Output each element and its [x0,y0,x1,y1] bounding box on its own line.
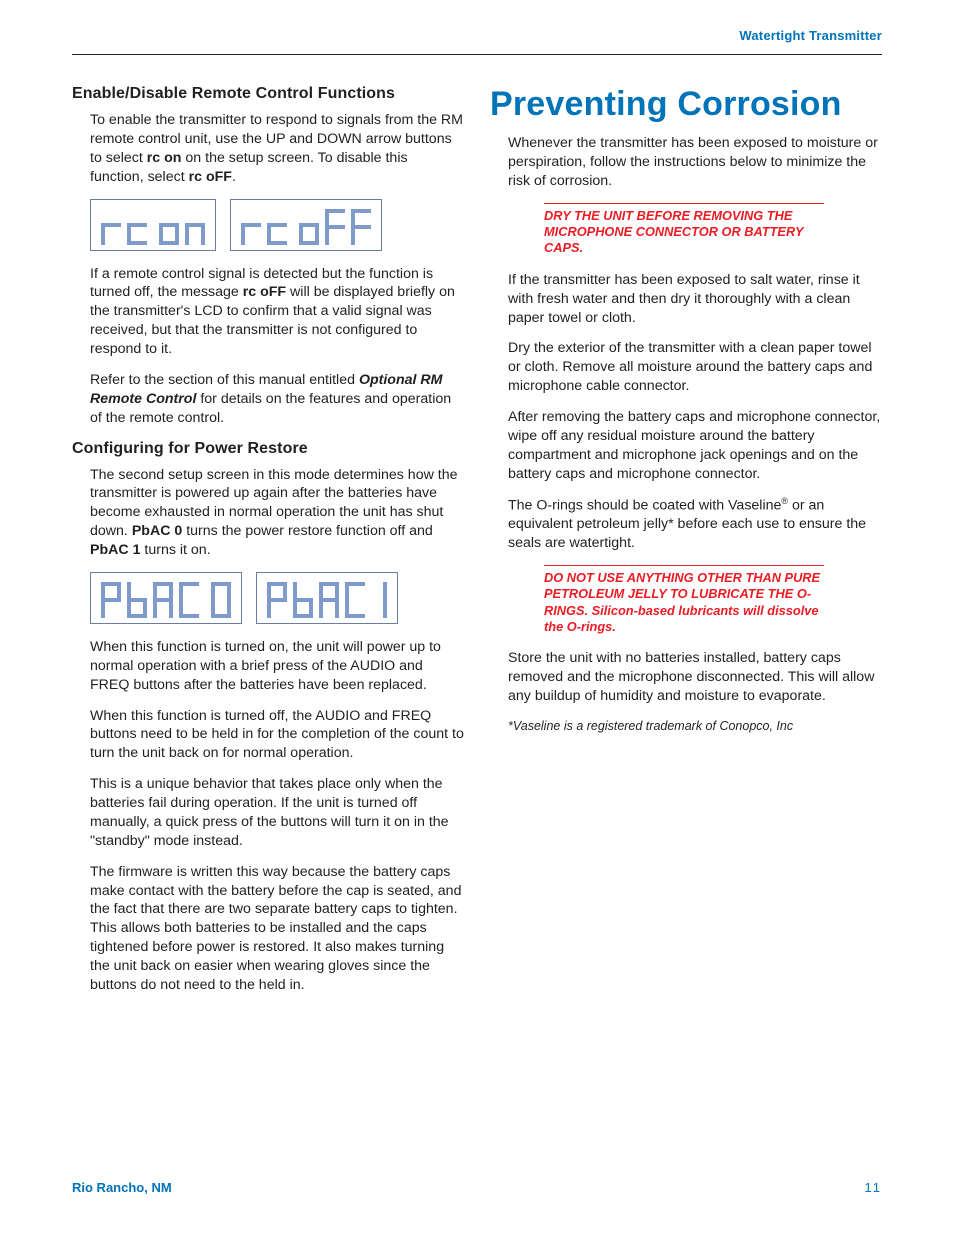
paragraph: This is a unique behavior that takes pla… [90,775,464,851]
warning-rule [544,565,824,566]
seg-A [319,582,339,618]
warning-text: DRY THE UNIT BEFORE REMOVING THE MICROPH… [544,208,824,257]
warning-text: DO NOT USE ANYTHING OTHER THAN PURE PETR… [544,570,824,636]
column-right: Preventing Corrosion Whenever the transm… [490,85,882,1007]
warning-dry-unit: DRY THE UNIT BEFORE REMOVING THE MICROPH… [544,203,824,257]
lcd-row-pbac [90,572,464,624]
seg-1 [377,582,387,618]
footer-location: Rio Rancho, NM [72,1180,172,1195]
running-header: Watertight Transmitter [72,28,882,50]
page: Watertight Transmitter Enable/Disable Re… [0,0,954,1235]
seg-r [101,223,121,245]
seg-b [293,582,313,618]
seg-n [185,223,205,245]
paragraph: The O-rings should be coated with Vaseli… [508,496,882,553]
seg-0 [211,582,231,618]
column-left: Enable/Disable Remote Control Functions … [72,85,464,1007]
paragraph: Whenever the transmitter has been expose… [508,134,882,191]
seg-C [345,582,365,618]
footnote: *Vaseline is a registered trademark of C… [508,718,882,734]
seg-A [153,582,173,618]
section-corrosion: Whenever the transmitter has been expose… [490,134,882,734]
seg-o [299,223,319,245]
paragraph: Refer to the section of this manual enti… [90,371,464,428]
warning-petroleum: DO NOT USE ANYTHING OTHER THAN PURE PETR… [544,565,824,636]
seg-P [101,582,121,618]
lcd-rc-off [230,199,382,251]
bold-text: PbAC 1 [90,542,140,558]
two-column-layout: Enable/Disable Remote Control Functions … [72,85,882,1007]
paragraph: The second setup screen in this mode det… [90,466,464,560]
paragraph: When this function is turned off, the AU… [90,707,464,764]
seg-F [325,209,345,245]
bold-text: rc oFF [189,169,232,185]
lcd-pbac-1 [256,572,398,624]
text: . [232,169,236,185]
paragraph: Dry the exterior of the transmitter with… [508,339,882,396]
seg-c [267,223,287,245]
page-footer: Rio Rancho, NM 11 [72,1180,882,1195]
paragraph: If a remote control signal is detected b… [90,265,464,359]
paragraph: When this function is turned on, the uni… [90,638,464,695]
text: Refer to the section of this manual enti… [90,372,359,388]
paragraph: After removing the battery caps and micr… [508,408,882,484]
text: turns it on. [140,542,210,558]
paragraph: To enable the transmitter to respond to … [90,111,464,187]
section-rc: To enable the transmitter to respond to … [72,111,464,428]
seg-c [127,223,147,245]
bold-text: rc on [147,150,182,166]
lcd-rc-on [90,199,216,251]
seg-C [179,582,199,618]
warning-rule [544,203,824,204]
seg-r [241,223,261,245]
bold-text: rc oFF [243,284,286,300]
paragraph: The firmware is written this way because… [90,863,464,995]
heading-rc: Enable/Disable Remote Control Functions [72,85,464,103]
header-rule [72,54,882,55]
seg-b [127,582,147,618]
bold-text: PbAC 0 [132,523,182,539]
footer-page-number: 11 [865,1180,883,1195]
heading-power-restore: Configuring for Power Restore [72,440,464,458]
text: turns the power restore function off and [182,523,433,539]
lcd-row-rc [90,199,464,251]
text: The O-rings should be coated with Vaseli… [508,497,781,513]
lcd-pbac-0 [90,572,242,624]
seg-P [267,582,287,618]
paragraph: Store the unit with no batteries install… [508,649,882,706]
seg-o [159,223,179,245]
section-power-restore: The second setup screen in this mode det… [72,466,464,995]
heading-preventing-corrosion: Preventing Corrosion [490,85,882,124]
paragraph: If the transmitter has been exposed to s… [508,271,882,328]
seg-F [351,209,371,245]
